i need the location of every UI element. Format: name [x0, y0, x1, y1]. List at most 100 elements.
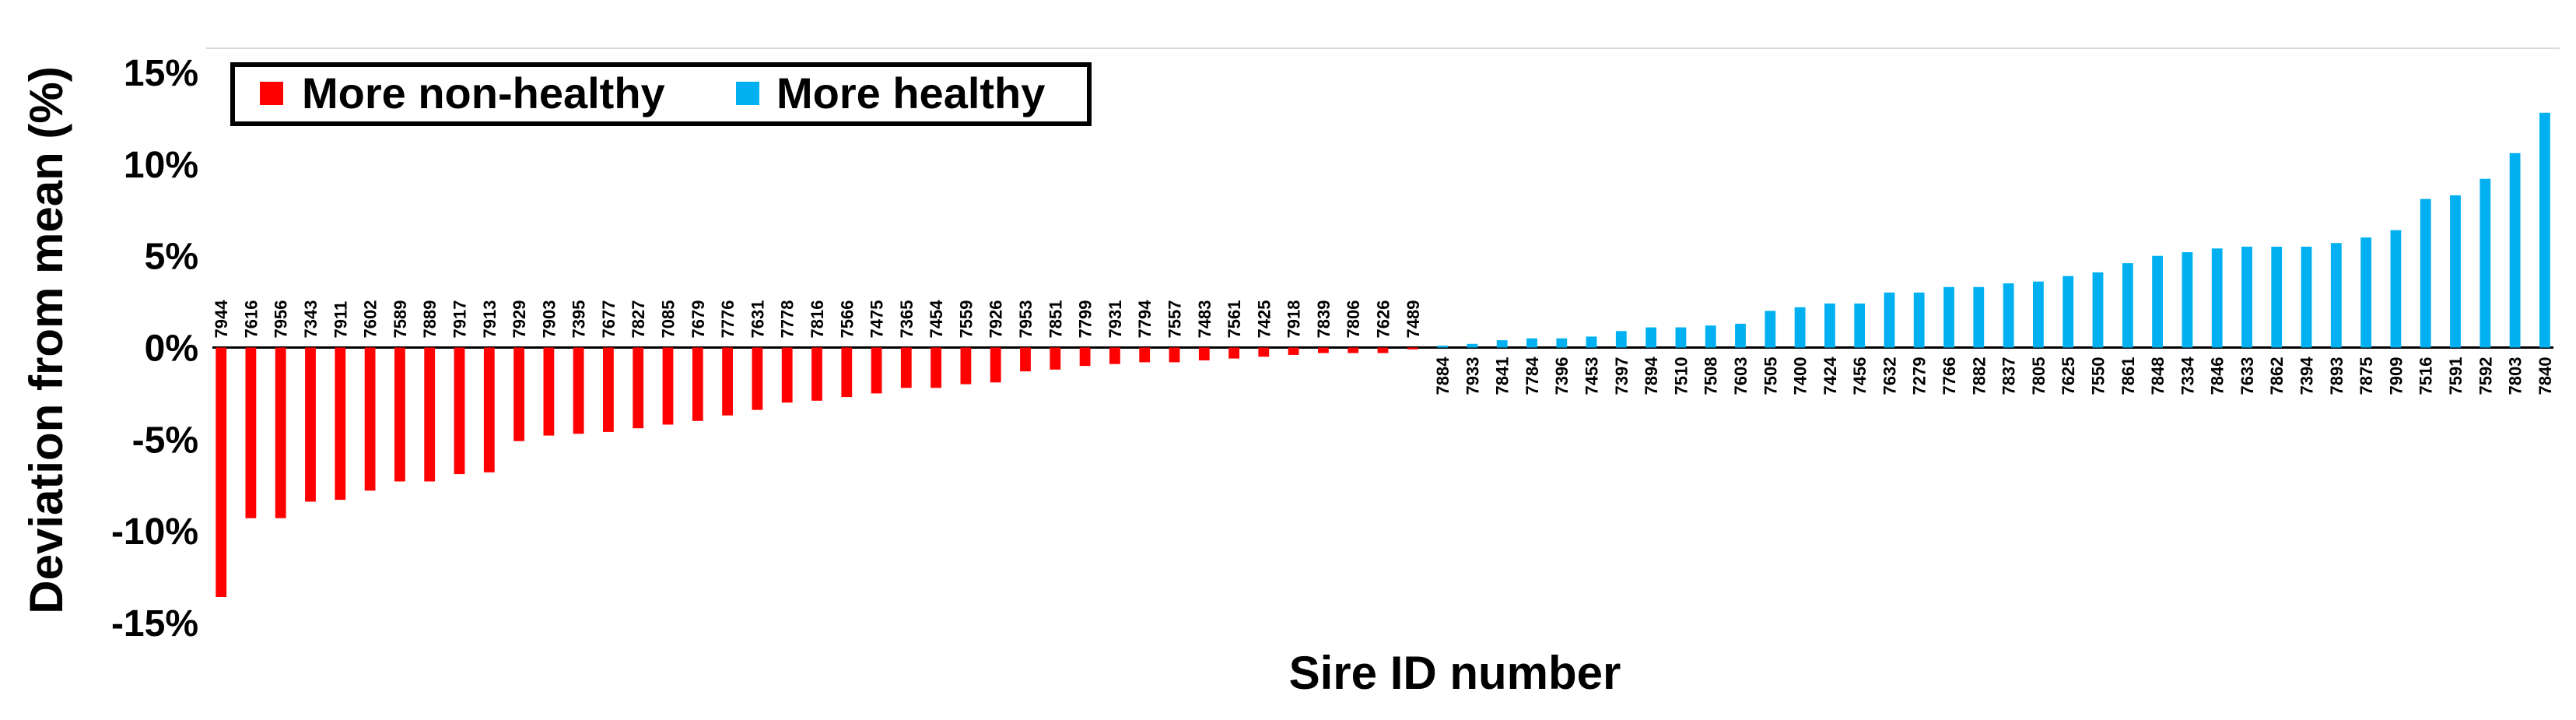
bar-label-7805: 7805	[2029, 357, 2049, 395]
bar-label-7784: 7784	[1523, 356, 1542, 395]
bar-7875	[2360, 237, 2371, 348]
bar-label-7625: 7625	[2059, 357, 2078, 395]
bar-label-7591: 7591	[2446, 357, 2466, 395]
bar-label-7475: 7475	[867, 300, 887, 339]
y-tick-label: 5%	[145, 237, 198, 278]
bar-7841	[1496, 340, 1508, 348]
bar-label-7799: 7799	[1076, 300, 1095, 339]
bar-7816	[811, 347, 822, 401]
bar-7561	[1228, 347, 1239, 359]
bar-7425	[1258, 347, 1270, 357]
bar-label-7862: 7862	[2267, 357, 2287, 395]
bar-label-7933: 7933	[1463, 357, 1482, 395]
bar-label-7424: 7424	[1821, 356, 1840, 395]
bar-7679	[692, 347, 703, 421]
bar-7851	[1050, 347, 1061, 370]
bar-7633	[2241, 246, 2252, 348]
bar-label-7861: 7861	[2119, 357, 2138, 395]
bar-label-7279: 7279	[1910, 357, 1929, 395]
bar-label-7334: 7334	[2178, 356, 2197, 395]
bar-label-7559: 7559	[956, 300, 976, 339]
bar-label-7626: 7626	[1374, 300, 1393, 339]
bar-label-7913: 7913	[480, 300, 499, 339]
bar-label-7956: 7956	[272, 300, 291, 339]
bar-label-7766: 7766	[1940, 357, 1959, 395]
bar-label-7396: 7396	[1552, 357, 1572, 395]
bar-label-7929: 7929	[510, 300, 529, 339]
legend-box	[230, 62, 1092, 126]
bar-label-7633: 7633	[2238, 357, 2257, 395]
bar-7931	[1109, 347, 1120, 364]
bar-label-7931: 7931	[1106, 300, 1125, 339]
bar-7848	[2152, 255, 2163, 348]
legend-swatch-non-healthy	[260, 82, 283, 105]
bar-label-7875: 7875	[2357, 357, 2376, 395]
bar-label-7505: 7505	[1761, 357, 1780, 395]
bar-label-7397: 7397	[1612, 357, 1631, 395]
bar-7566	[841, 347, 853, 398]
bar-label-7516: 7516	[2417, 357, 2436, 395]
bar-7559	[960, 347, 972, 385]
bar-7602	[364, 347, 376, 491]
bar-7917	[454, 347, 465, 475]
bar-7453	[1586, 336, 1597, 348]
bar-7929	[513, 347, 524, 441]
bar-7840	[2539, 112, 2550, 348]
bar-label-7926: 7926	[987, 300, 1006, 339]
bar-labels: 7944 7616 7956 7343 7911 7602 7589 7889 7917 7913…	[212, 300, 2555, 395]
y-tick-label: -15%	[111, 603, 198, 644]
bar-label-7806: 7806	[1344, 300, 1363, 339]
bar-7861	[2122, 263, 2133, 348]
bar-label-7837: 7837	[1999, 357, 2019, 395]
bar-label-7889: 7889	[420, 300, 440, 339]
bar-7794	[1139, 347, 1151, 363]
bar-7926	[990, 347, 1001, 383]
bar-7394	[2301, 246, 2312, 348]
bar-7456	[1854, 303, 1866, 348]
bar-7766	[1943, 286, 1954, 348]
bar-label-7425: 7425	[1254, 300, 1274, 339]
bar-label-7827: 7827	[629, 300, 648, 339]
legend: More non-healthy More healthy	[230, 62, 1092, 126]
bar-label-7631: 7631	[748, 300, 767, 339]
bar-7424	[1824, 303, 1835, 348]
bar-7475	[871, 347, 882, 394]
bar-7589	[394, 347, 405, 482]
bar-label-7592: 7592	[2476, 357, 2495, 395]
bar-label-7677: 7677	[599, 300, 619, 339]
bar-label-7616: 7616	[241, 300, 261, 339]
bar-label-7453: 7453	[1582, 357, 1602, 395]
bar-7397	[1615, 331, 1627, 348]
bar-7799	[1079, 347, 1091, 367]
bar-label-7400: 7400	[1791, 357, 1810, 395]
bar-label-7803: 7803	[2506, 357, 2525, 395]
bar-7508	[1705, 325, 1716, 348]
bar-label-7483: 7483	[1195, 300, 1214, 339]
bar-label-7851: 7851	[1046, 300, 1065, 339]
bar-label-7840: 7840	[2536, 357, 2555, 395]
bar-label-7602: 7602	[361, 300, 380, 339]
bar-label-7510: 7510	[1671, 357, 1691, 395]
bar-7395	[573, 347, 584, 434]
y-axis: 15% 10% 5% 0% -5% -10% -15%	[111, 53, 198, 644]
bar-label-7893: 7893	[2327, 357, 2346, 395]
bar-label-7841: 7841	[1493, 357, 1512, 395]
bar-label-7816: 7816	[808, 300, 827, 339]
bar-label-7632: 7632	[1880, 357, 1899, 395]
bar-label-7894: 7894	[1642, 356, 1661, 395]
bar-7085	[662, 347, 674, 425]
bar-7846	[2211, 248, 2223, 348]
bar-7603	[1735, 323, 1746, 348]
bar-label-7918: 7918	[1284, 300, 1304, 339]
y-tick-label: 15%	[124, 53, 198, 94]
bar-7677	[603, 347, 614, 432]
bar-7489	[1407, 347, 1418, 349]
y-axis-title: Deviation from mean (%)	[20, 66, 72, 613]
bar-7483	[1198, 347, 1210, 360]
bar-7778	[781, 347, 793, 403]
bar-label-7778: 7778	[778, 300, 797, 339]
bar-label-7085: 7085	[659, 300, 678, 339]
bar-label-7395: 7395	[570, 300, 589, 339]
bar-label-7454: 7454	[927, 300, 946, 339]
bar-7505	[1765, 311, 1776, 348]
